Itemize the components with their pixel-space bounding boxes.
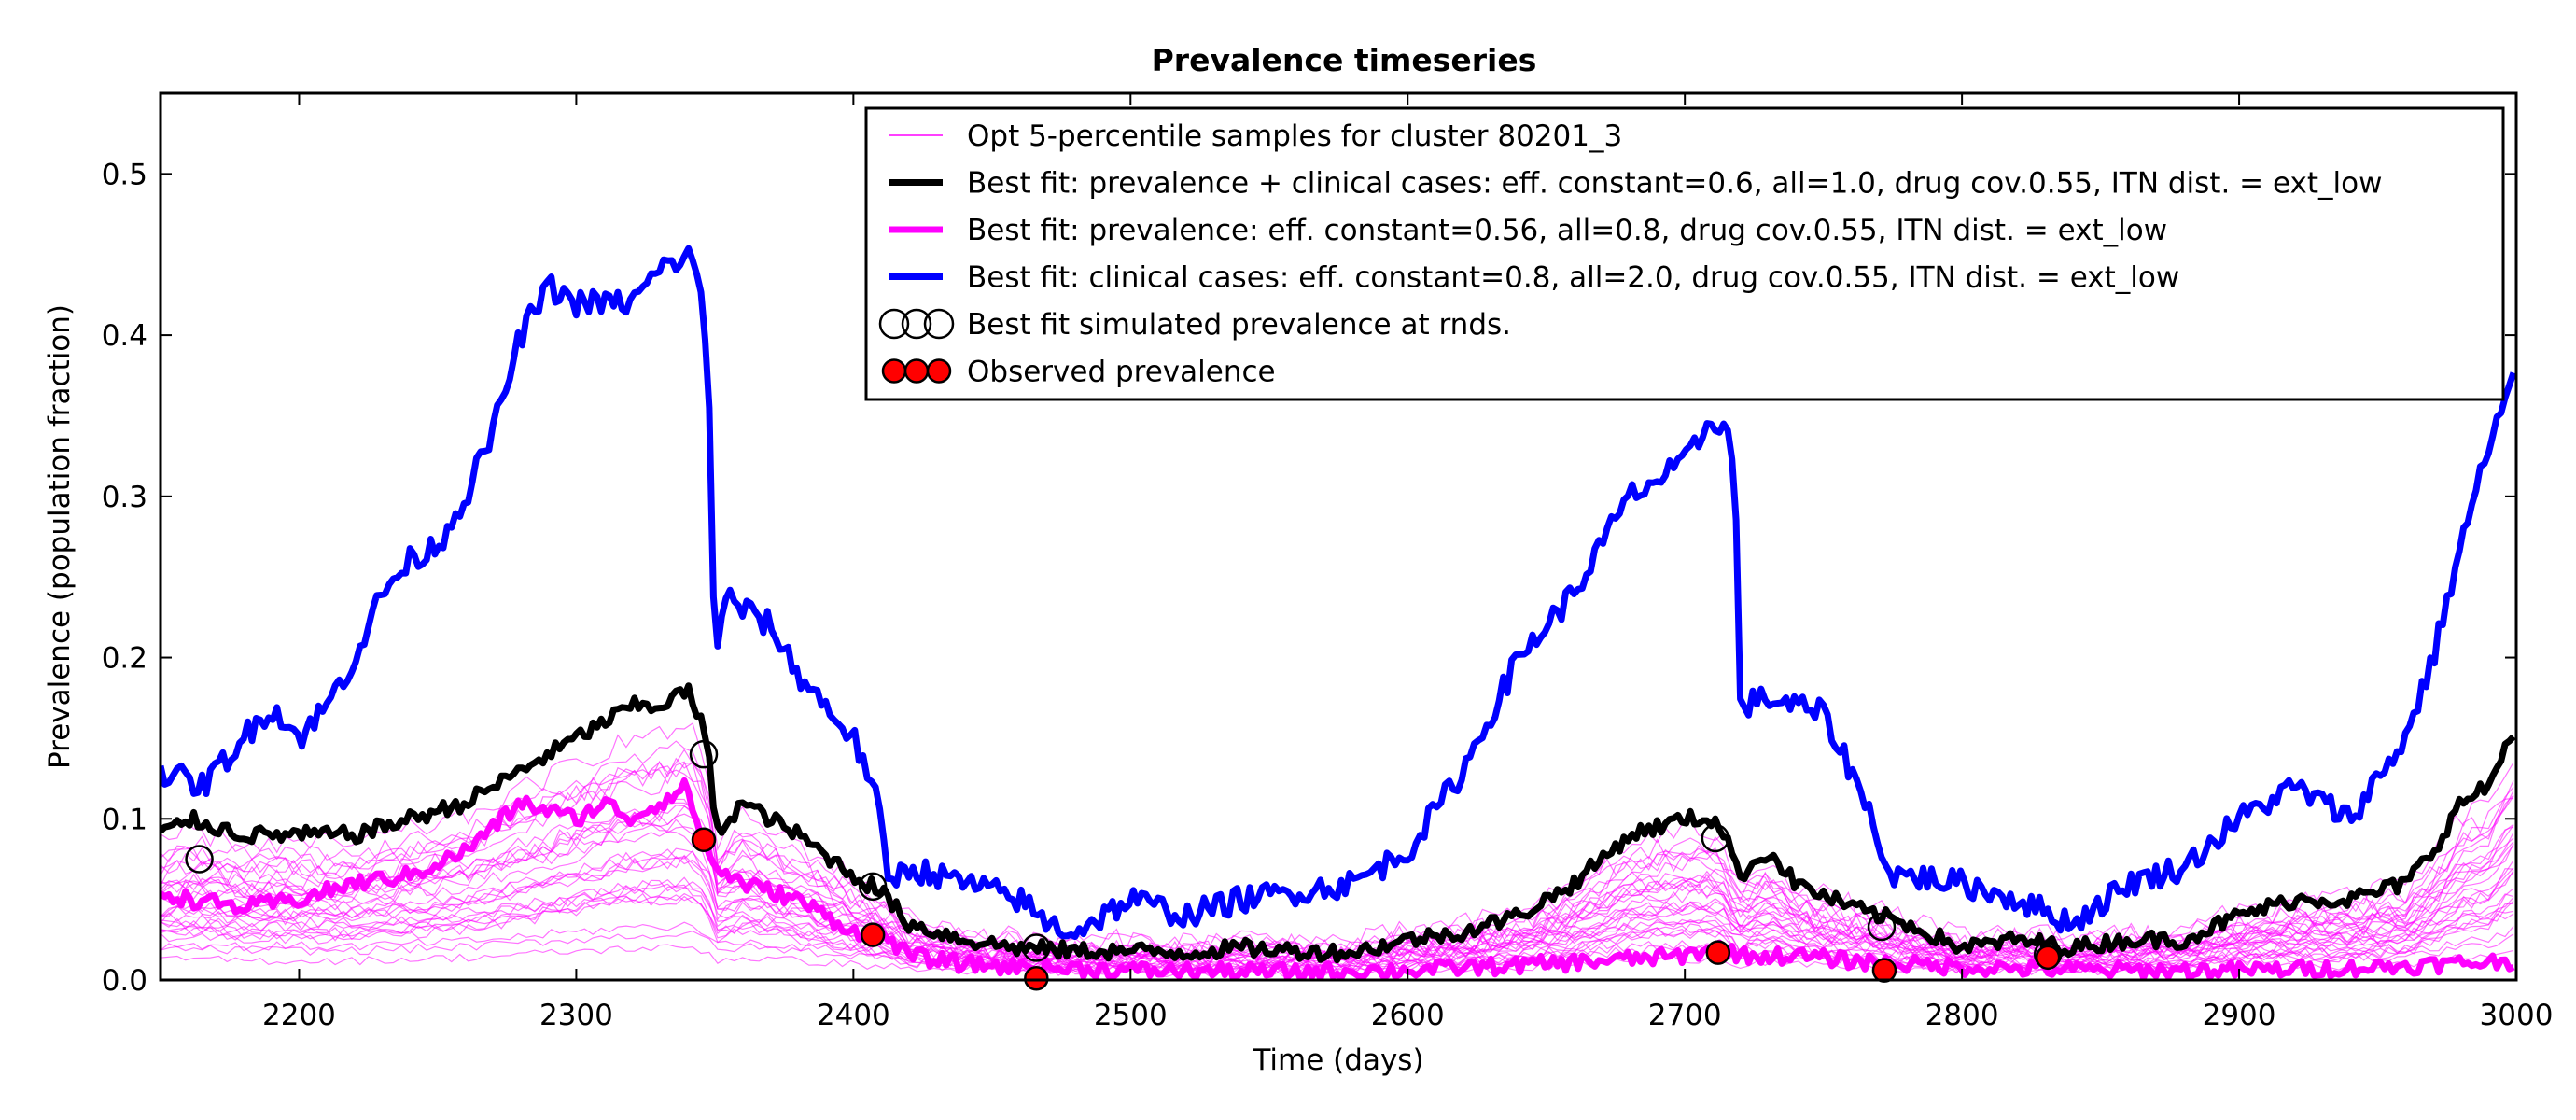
x-tick-label: 2200 xyxy=(262,999,336,1032)
legend-label: Best fit: prevalence: eff. constant=0.56… xyxy=(967,214,2167,247)
y-tick-label: 0.4 xyxy=(102,319,147,353)
sample-trajectory-line xyxy=(161,762,2514,962)
x-tick-label: 2600 xyxy=(1371,999,1445,1032)
series-line-prevalence-clinical xyxy=(161,682,2516,964)
legend-label: Best fit simulated prevalence at rnds. xyxy=(967,308,1511,342)
legend-swatch xyxy=(926,358,952,384)
legend-swatch xyxy=(881,358,907,384)
sample-trajectory-line xyxy=(161,749,2514,959)
y-axis-ticks: 0.0 0.1 0.2 0.3 0.4 0.5 xyxy=(102,158,2516,998)
legend-label: Best fit: prevalence + clinical cases: e… xyxy=(967,167,2382,201)
observed-prevalence-marker xyxy=(1024,966,1049,991)
x-tick-label: 2700 xyxy=(1648,999,1722,1032)
legend-swatch xyxy=(923,308,955,340)
y-tick-label: 0.1 xyxy=(102,803,147,836)
y-tick-label: 0.5 xyxy=(102,158,147,191)
legend-swatch xyxy=(901,308,932,340)
legend-swatch xyxy=(878,308,910,340)
x-tick-label: 2400 xyxy=(817,999,890,1032)
x-tick-label: 2300 xyxy=(539,999,613,1032)
simulated-prevalence-marker xyxy=(858,872,888,902)
plot-area xyxy=(161,245,2516,991)
sample-trajectory-line xyxy=(161,722,2514,953)
series-lines xyxy=(161,245,2516,980)
legend: Opt 5-percentile samples for cluster 802… xyxy=(864,106,2505,401)
observed-prevalence-marker xyxy=(2035,945,2061,971)
x-tick-label: 2900 xyxy=(2203,999,2276,1032)
legend-entry: Best fit: prevalence: eff. constant=0.56… xyxy=(889,214,2167,247)
plot-frame xyxy=(159,91,2518,982)
x-tick-label: 2500 xyxy=(1094,999,1168,1032)
y-tick-label: 0.2 xyxy=(102,642,147,676)
y-tick-label: 0.3 xyxy=(102,481,147,514)
legend-label: Opt 5-percentile samples for cluster 802… xyxy=(967,119,1622,153)
x-tick-label: 3000 xyxy=(2480,999,2554,1032)
x-axis-label: Time (days) xyxy=(1252,1043,1423,1077)
sample-trajectory-line xyxy=(161,761,2514,962)
chart-title: Prevalence timeseries xyxy=(1152,42,1537,78)
legend-swatch xyxy=(903,358,930,384)
series-line-clinical-cases xyxy=(161,245,2516,941)
legend-entry: Best fit: prevalence + clinical cases: e… xyxy=(889,167,2382,201)
observed-prevalence-marker xyxy=(1705,940,1731,965)
legend-entry: Observed prevalence xyxy=(881,356,1276,389)
sample-trajectory-line xyxy=(161,856,2514,973)
legend-entry: Best fit: clinical cases: eff. constant=… xyxy=(889,261,2179,295)
legend-entry: Best fit simulated prevalence at rnds. xyxy=(878,308,1511,342)
simulated-prevalence-marker xyxy=(1022,933,1051,962)
legend-frame xyxy=(864,106,2505,401)
point-markers xyxy=(185,739,2063,991)
observed-prevalence-marker xyxy=(1871,958,1897,983)
simulated-prevalence-marker xyxy=(689,739,719,769)
x-tick-label: 2800 xyxy=(1925,999,1999,1032)
series-line-prevalence xyxy=(161,777,2515,980)
simulated-prevalence-marker xyxy=(1701,823,1730,853)
y-tick-label: 0.0 xyxy=(102,964,147,998)
legend-label: Best fit: clinical cases: eff. constant=… xyxy=(967,261,2179,295)
observed-prevalence-marker xyxy=(860,922,886,947)
legend-label: Observed prevalence xyxy=(967,356,1276,389)
y-axis-label: Prevalence (population fraction) xyxy=(43,304,77,769)
x-axis-ticks: 2200 2300 2400 2500 2600 2700 2800 2900 3000 xyxy=(262,93,2553,1032)
legend-entry: Opt 5-percentile samples for cluster 802… xyxy=(889,119,1622,153)
observed-prevalence-marker xyxy=(691,827,717,852)
simulated-prevalence-marker xyxy=(185,845,214,874)
simulated-prevalence-marker xyxy=(1867,912,1897,942)
